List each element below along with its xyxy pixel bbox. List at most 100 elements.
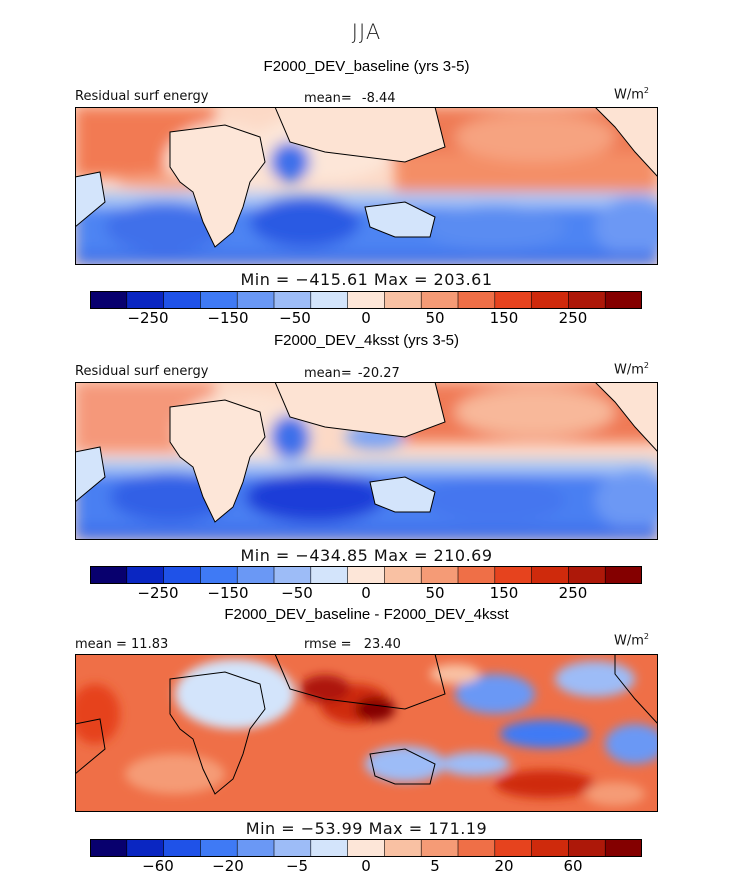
panel-2-stat-label: mean= [304,366,352,381]
colorbar-swatch [605,291,642,309]
colorbar-swatch [274,839,312,857]
colorbar-3-tick: 5 [430,857,440,875]
colorbar-3-tick: −60 [142,857,174,875]
colorbar-3-tick: −20 [212,857,244,875]
map-1-frame [75,107,658,265]
colorbar-swatch [531,839,569,857]
colorbar-swatch [274,566,312,584]
panel-1-left-label: Residual surf energy [75,89,209,104]
map-1-south-america [75,171,106,228]
colorbar-3-tick: −5 [285,857,309,875]
map-3-australia [369,748,436,785]
panel-1-minmax: Min = −415.61 Max = 203.61 [240,270,493,289]
panel-1-units-sup: 2 [643,86,649,95]
colorbar-swatch [163,566,201,584]
colorbar-swatch [200,839,238,857]
colorbar-2 [90,566,642,584]
colorbar-swatch [347,839,385,857]
colorbar-swatch [494,291,533,309]
colorbar-swatch [200,566,238,584]
colorbar-2-tick: 250 [558,584,588,602]
colorbar-swatch [237,566,275,584]
colorbar-2-tick: −150 [207,584,249,602]
map-2-australia [369,476,436,513]
colorbar-2-tick: 150 [489,584,519,602]
colorbar-1-tick: 50 [425,309,445,327]
map-1-americas [594,107,658,178]
colorbar-swatch [384,566,422,584]
panel-3-left-label: mean = 11.83 [75,637,169,652]
map-3-south-america [75,718,106,775]
colorbar-swatch [568,566,606,584]
colorbar-swatch [568,291,606,309]
colorbar-swatch [605,566,642,584]
colorbar-1-tick: −50 [279,309,311,327]
map-3-asia [274,654,446,710]
colorbar-1-ticks: −250 −150 −50 0 50 150 250 [90,309,642,329]
colorbar-swatch [347,291,385,309]
map-3-field [75,659,658,806]
season-title: JJA [351,20,382,44]
colorbar-2-tick: −250 [137,584,179,602]
panel-2-title: F2000_DEV_4ksst (yrs 3-5) [273,332,460,349]
colorbar-swatch [494,566,533,584]
colorbar-3-tick: 20 [494,857,514,875]
colorbar-swatch [126,839,165,857]
map-2-land [75,382,658,523]
panel-3-title: F2000_DEV_baseline - F2000_DEV_4ksst [224,606,509,623]
map-2-south-america [75,446,106,503]
panel-2-minmax: Min = −434.85 Max = 210.69 [240,546,493,565]
panel-1-stat: mean= -8.44 [304,91,396,106]
panel-3-stat-label: rmse = [304,637,352,652]
map-3-africa [169,671,266,795]
map-1-asia [274,107,446,163]
colorbar-2-ticks: −250 −150 −50 0 50 150 250 [90,584,642,604]
colorbar-swatch [458,839,496,857]
colorbar-swatch [90,566,128,584]
map-1-australia [364,201,436,238]
colorbar-swatch [568,839,606,857]
panel-1-units-text: W/m [614,87,644,103]
colorbar-swatch [274,291,312,309]
colorbar-3 [90,839,642,857]
map-2-africa [169,399,266,523]
panel-2-units-sup: 2 [643,361,649,370]
colorbar-1-tick: −150 [207,309,249,327]
map-3-frame [75,654,658,812]
colorbar-swatch [421,839,459,857]
map-panel-3 [75,654,658,812]
colorbar-swatch [531,291,569,309]
colorbar-swatch [200,291,238,309]
colorbar-swatch [605,839,642,857]
colorbar-swatch [384,839,422,857]
panel-3-units: W/m2 [614,632,649,648]
panel-2-stat: mean= -20.27 [304,366,400,381]
colorbar-3-tick: 0 [361,857,371,875]
colorbar-swatch [310,566,349,584]
panel-3-stat: rmse = 23.40 [304,637,401,652]
colorbar-1-tick: 0 [361,309,371,327]
colorbar-swatch [237,839,275,857]
colorbar-swatch [310,291,349,309]
colorbar-2-tick: 0 [361,584,371,602]
panel-2-left-label: Residual surf energy [75,364,209,379]
map-1-land [75,107,658,248]
panel-3-stat-value: 23.40 [363,637,401,652]
colorbar-swatch [458,566,496,584]
colorbar-1-tick: 150 [489,309,519,327]
map-3-coastlines [75,654,658,795]
colorbar-swatch [421,291,459,309]
map-2-frame [75,382,658,540]
colorbar-1-tick: 250 [558,309,588,327]
panel-1-units: W/m2 [614,86,649,102]
colorbar-2-tick: 50 [425,584,445,602]
colorbar-swatch [90,839,128,857]
panel-2-stat-value: -20.27 [357,366,400,381]
colorbar-border [90,291,642,309]
map-3-americas [614,654,658,725]
colorbar-3-ticks: −60 −20 −5 0 5 20 60 [90,857,642,877]
colorbar-3-tick: 60 [563,857,583,875]
colorbar-2-tick: −50 [281,584,313,602]
colorbar-swatch [310,839,349,857]
colorbar-border [90,566,642,584]
